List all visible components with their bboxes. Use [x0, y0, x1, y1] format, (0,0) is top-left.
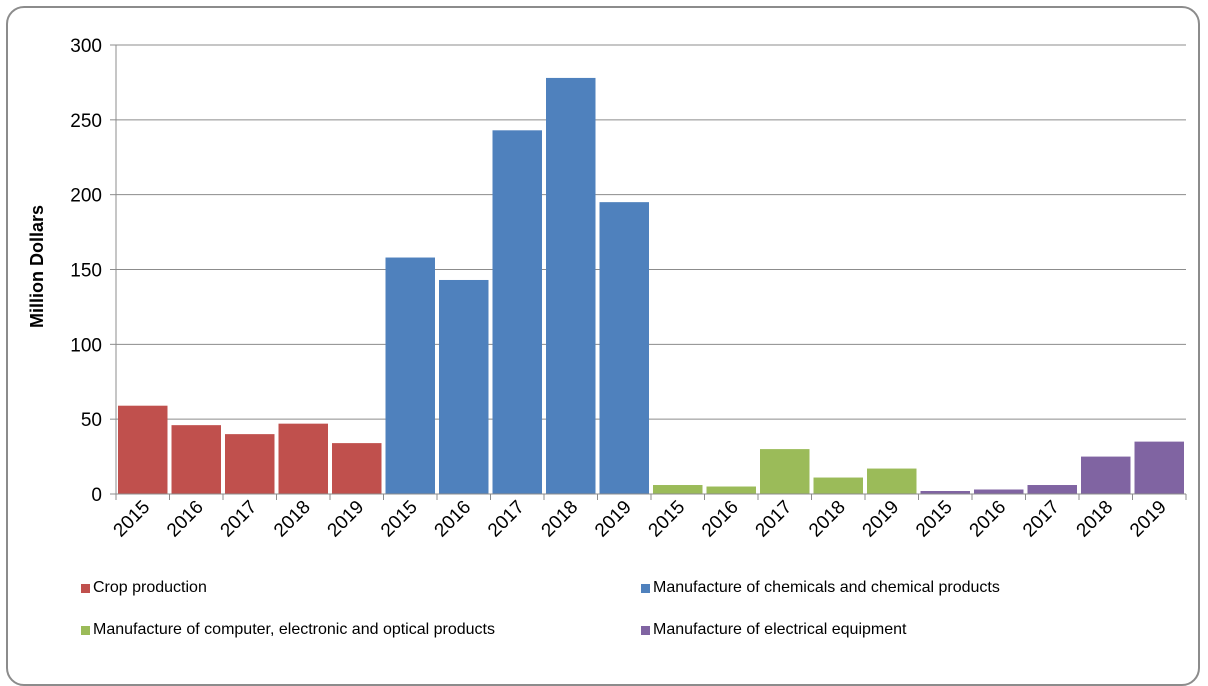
- x-tick-label: 2018: [1073, 497, 1118, 542]
- bar: [171, 425, 221, 494]
- y-tick-label: 200: [70, 186, 102, 207]
- bar: [599, 202, 649, 494]
- y-axis-label: Million Dollars: [27, 205, 47, 328]
- bar: [439, 279, 489, 494]
- legend-item-electrical-equipment: Manufacture of electrical equipment: [641, 621, 906, 639]
- bar: [492, 130, 542, 494]
- x-tick-label: 2015: [377, 497, 422, 542]
- y-tick-label: 250: [70, 111, 102, 132]
- bar: [653, 485, 703, 494]
- legend-label: Crop production: [93, 579, 207, 596]
- y-tick-label: 0: [91, 485, 102, 506]
- legend-label: Manufacture of computer, electronic and …: [93, 621, 495, 638]
- x-tick-label: 2019: [1126, 497, 1171, 542]
- x-tick-label: 2018: [270, 497, 315, 542]
- bar: [118, 405, 168, 494]
- y-tick-label: 150: [70, 261, 102, 282]
- legend-label: Manufacture of chemicals and chemical pr…: [653, 579, 1000, 596]
- x-tick-label: 2019: [591, 497, 636, 542]
- x-tick-label: 2016: [431, 497, 476, 542]
- bar: [920, 491, 970, 494]
- x-tick-label: 2018: [538, 497, 583, 542]
- bar: [974, 489, 1024, 494]
- x-tick-label: 2017: [1019, 497, 1064, 542]
- x-tick-label: 2018: [805, 497, 850, 542]
- x-tick-label: 2015: [110, 497, 155, 542]
- x-tick-label: 2017: [484, 497, 529, 542]
- bar: [867, 468, 917, 494]
- legend-item-crop-production: Crop production: [81, 579, 207, 597]
- bar: [1134, 441, 1184, 494]
- legend-swatch: [81, 583, 90, 593]
- bar: [1027, 485, 1077, 494]
- bar: [760, 449, 810, 494]
- y-tick-label: 300: [70, 36, 102, 57]
- legend-item-computer-electronic: Manufacture of computer, electronic and …: [81, 621, 495, 639]
- x-tick-label: 2017: [217, 497, 262, 542]
- x-tick-label: 2019: [324, 497, 369, 542]
- legend-item-chemicals: Manufacture of chemicals and chemical pr…: [641, 579, 1000, 597]
- y-tick-label: 50: [81, 410, 102, 431]
- x-tick-label: 2016: [966, 497, 1011, 542]
- bar: [385, 257, 435, 494]
- bar: [1081, 456, 1131, 494]
- legend-swatch: [81, 625, 90, 635]
- bar: [225, 434, 275, 494]
- x-tick-label: 2017: [752, 497, 797, 542]
- bar: [813, 477, 863, 494]
- bar: [278, 423, 328, 494]
- y-tick-label: 100: [70, 335, 102, 356]
- bar: [706, 486, 756, 494]
- x-tick-label: 2019: [859, 497, 904, 542]
- bar: [546, 77, 596, 494]
- legend-label: Manufacture of electrical equipment: [653, 621, 907, 638]
- bar: [332, 443, 382, 494]
- legend-swatch: [641, 625, 650, 635]
- x-tick-label: 2016: [698, 497, 743, 542]
- x-tick-label: 2015: [912, 497, 957, 542]
- legend-swatch: [641, 583, 650, 593]
- x-tick-label: 2015: [645, 497, 690, 542]
- x-tick-label: 2016: [163, 497, 208, 542]
